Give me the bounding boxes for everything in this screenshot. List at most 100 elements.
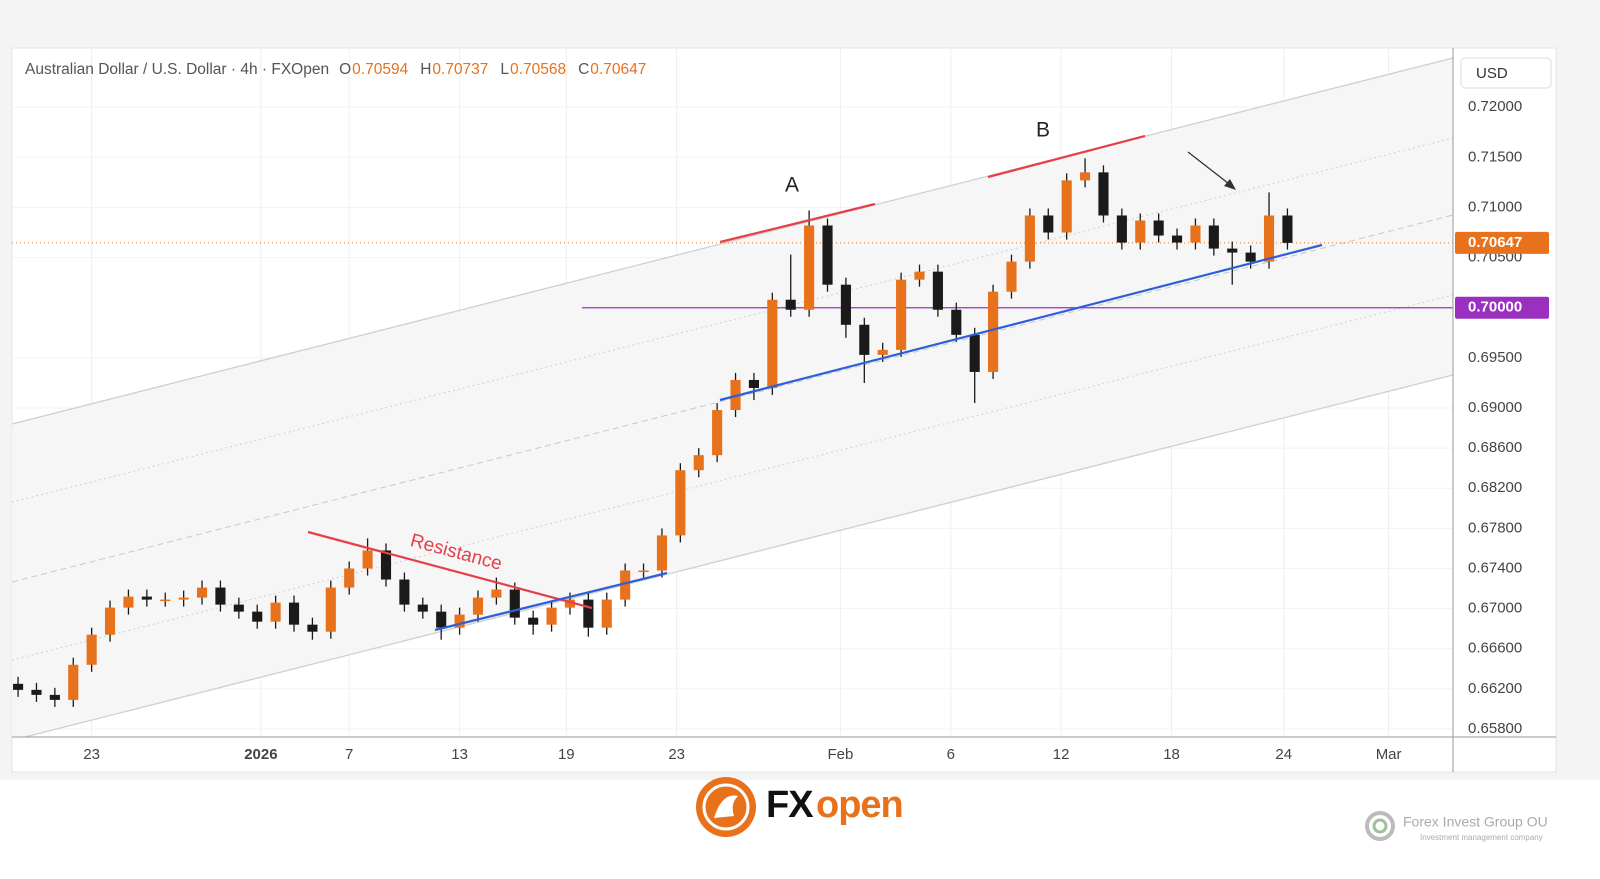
currency-box [1460,57,1552,89]
y-tick-label: 0.67400 [1468,559,1522,576]
peak-b-line [987,134,1146,179]
candle-body [969,334,980,372]
candle-body [932,271,943,310]
candle-body [712,410,723,456]
candle-body [417,604,428,612]
brand: open [816,784,903,826]
candle-body [528,617,539,625]
support-line [434,571,668,632]
candle-body [988,291,999,372]
candle-body [399,579,410,605]
candle-body [804,225,815,310]
y-tick-label: 0.69000 [1468,399,1522,416]
chart-title: Australian Dollar / U.S. Dollar · 4h · F… [25,61,329,78]
candle-body [491,589,502,598]
candle-body [1024,215,1035,262]
candle-body [509,589,520,618]
last-price-tag [1455,231,1549,254]
candle-body [1153,220,1164,236]
candle-body [1263,215,1275,262]
channel-lower [24,374,1454,738]
logo-mark [714,795,738,818]
candle-body [546,607,557,625]
candle-body [822,225,833,285]
ohlc-key: O [339,61,351,78]
candle-body [86,634,97,665]
candle-body [767,299,778,388]
candle-body [1098,172,1109,216]
candle-body [49,694,60,700]
candle-body [380,550,392,580]
candle-body [325,587,336,632]
x-tick-label: 12 [1053,746,1070,763]
candle-body [1282,215,1293,243]
level-tag [1455,296,1549,319]
company-logo [1372,818,1388,834]
brand: FX [766,784,814,826]
y-tick-label: 0.68200 [1468,479,1522,496]
candle-body [1061,180,1072,233]
y-tick-label: 0.68600 [1468,439,1522,456]
candle-body [748,379,759,388]
candle-body [1116,215,1127,243]
peak-a-line [719,202,876,244]
y-tick-label: 0.72000 [1468,98,1522,115]
y-tick-label: 0.69500 [1468,349,1522,366]
arrow-head [1224,179,1236,190]
footer-panel [0,780,1600,879]
candle-body [693,455,704,471]
candle-body [178,597,189,600]
candle-body [472,597,484,615]
ohlc-key: L [500,61,509,78]
x-tick-label: 2026 [244,746,277,763]
x-tick-label: 13 [451,746,468,763]
y-tick-label: 0.65800 [1468,720,1522,737]
candle-body [859,324,870,355]
candle-body [1190,225,1201,243]
candle-body [1227,248,1238,253]
candle-body [785,299,796,310]
candle-body [270,602,281,622]
candle-body [877,349,888,355]
candle-body [620,570,631,600]
logo-mark [702,783,750,831]
y-tick-label: 0.67000 [1468,600,1522,617]
candle-body [141,596,152,600]
candle-body [1135,220,1146,243]
y-tick-label: 0.66600 [1468,640,1522,657]
candle-body [454,614,465,628]
arrow [1187,151,1234,188]
x-tick-label: Feb [827,746,853,763]
price-tags: 0.70647 0.70000 [1455,231,1549,319]
company: Forex Invest Group OU [1403,814,1548,830]
candle-body [656,535,668,571]
y-tick-label: 0.67800 [1468,519,1522,536]
candle-body [31,689,42,695]
resistance-line [307,530,593,610]
candle-body [601,599,612,628]
last-price-label: 0.70647 [1468,234,1522,251]
candle-body [362,550,373,569]
candle-body [13,683,24,690]
candle-body [914,271,925,280]
candle-body [1171,235,1183,243]
candle-body [104,607,116,635]
candle-body [840,284,851,325]
candle-body [951,309,962,335]
x-tick-label: 18 [1163,746,1180,763]
candle-body [196,587,208,598]
level-label: 0.70000 [1468,299,1522,316]
candle-body [1080,172,1091,181]
candle-body [638,570,649,573]
ohlc-key: C [578,61,589,78]
candle-body [583,599,594,628]
candle-body [68,664,79,700]
channel-upper [11,57,1454,425]
candle-body [233,604,244,612]
annotation: B [1036,119,1050,142]
candle-body [896,279,907,350]
x-tick-label: 23 [83,746,100,763]
x-tick-label: 7 [345,746,353,763]
